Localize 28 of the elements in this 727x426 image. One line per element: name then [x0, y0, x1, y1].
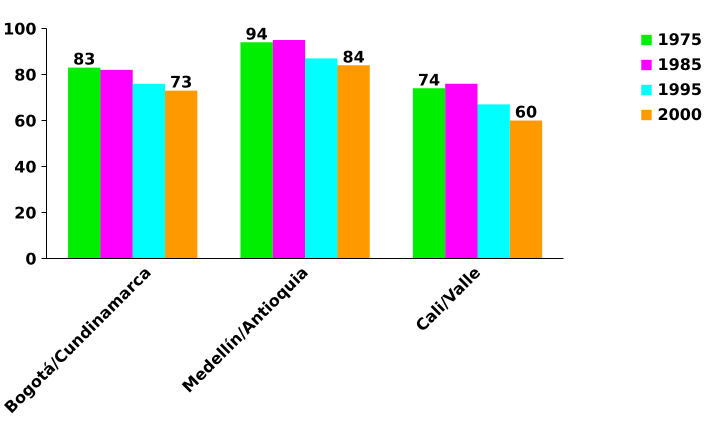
bar — [412, 88, 446, 258]
bar — [510, 120, 542, 258]
data-label: 73 — [170, 72, 192, 92]
y-tick-label: 60 — [14, 112, 36, 130]
data-label: 94 — [245, 24, 268, 44]
y-tick-label: 80 — [14, 66, 36, 84]
data-label: 74 — [418, 70, 440, 90]
y-tick-label: 0 — [25, 250, 37, 268]
legend-label: 1975 — [657, 30, 702, 49]
legend-label: 1995 — [657, 80, 702, 99]
bar — [337, 65, 370, 258]
bar — [272, 40, 306, 258]
y-tick-label: 20 — [14, 204, 36, 222]
legend-label: 2000 — [657, 105, 702, 124]
data-label: 60 — [514, 102, 538, 122]
bar — [132, 84, 166, 258]
data-label: 84 — [342, 47, 365, 66]
bar — [165, 90, 198, 258]
bar — [100, 70, 133, 258]
bar — [305, 58, 338, 258]
bar — [68, 68, 100, 258]
y-tick-label: 40 — [14, 158, 36, 176]
legend-label: 1985 — [657, 55, 702, 74]
data-label: 83 — [73, 50, 96, 69]
bar — [478, 104, 510, 258]
bar — [240, 42, 273, 258]
bar — [445, 84, 478, 258]
y-tick-label: 100 — [3, 20, 37, 38]
